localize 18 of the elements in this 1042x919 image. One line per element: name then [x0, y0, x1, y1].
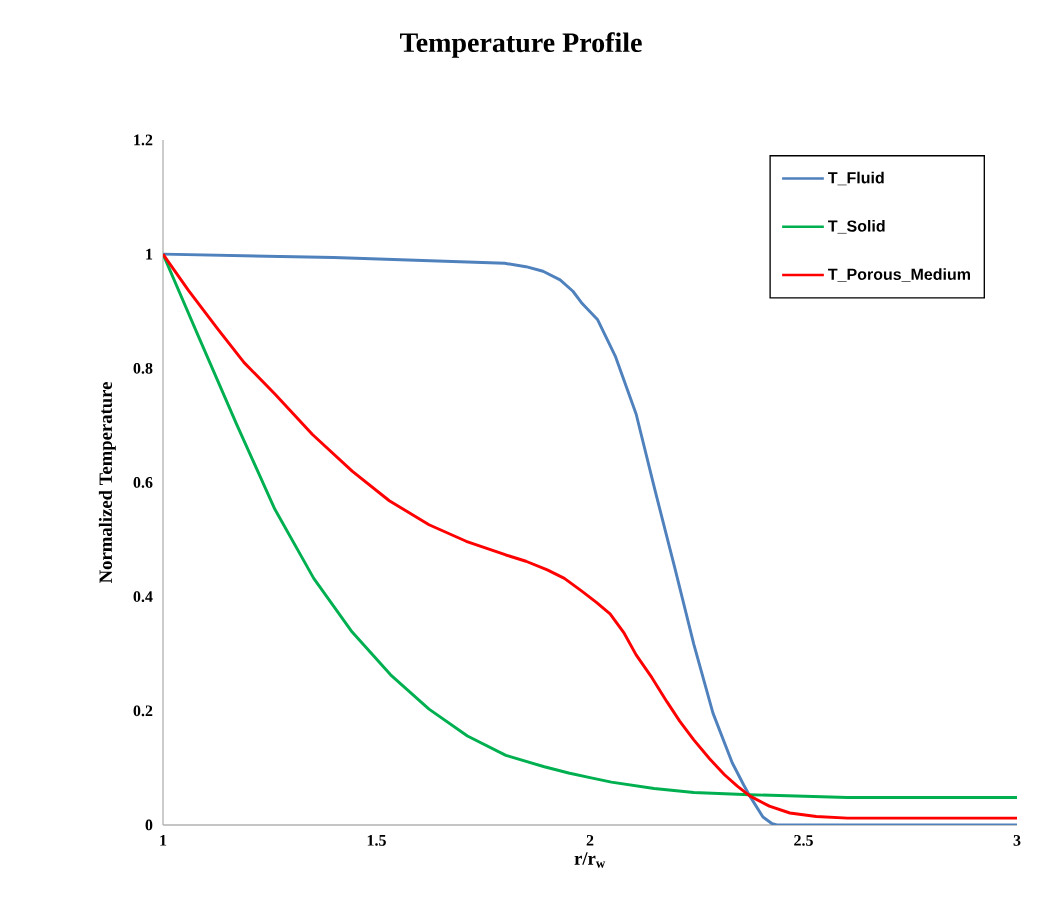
x-axis-title: r/r$_{w}$: [574, 852, 606, 868]
y-tick-label: 1.2: [134, 134, 153, 146]
legend-label: T_Solid: [828, 219, 885, 234]
legend-label: T_Fluid: [828, 171, 884, 186]
x-tick-label: 3: [1013, 835, 1021, 846]
x-tick-label: 2: [586, 835, 594, 846]
y-tick-label: 1: [146, 248, 153, 260]
legend-label: T_Porous_Medium: [828, 268, 970, 282]
x-tick-label: 1.5: [367, 835, 386, 846]
y-tick-label: 0: [145, 819, 153, 831]
chart-title: Temperature Profile: [400, 32, 642, 58]
y-tick-label: 0.4: [133, 591, 153, 603]
x-tick-label: 2.5: [794, 835, 813, 846]
y-tick-label: 0.8: [133, 362, 153, 374]
x-tick-label: 1: [160, 835, 167, 846]
y-axis-title: Normalized Temperature: [98, 382, 116, 583]
y-tick-label: 0.6: [133, 477, 153, 488]
y-tick-label: 0.2: [133, 705, 153, 717]
